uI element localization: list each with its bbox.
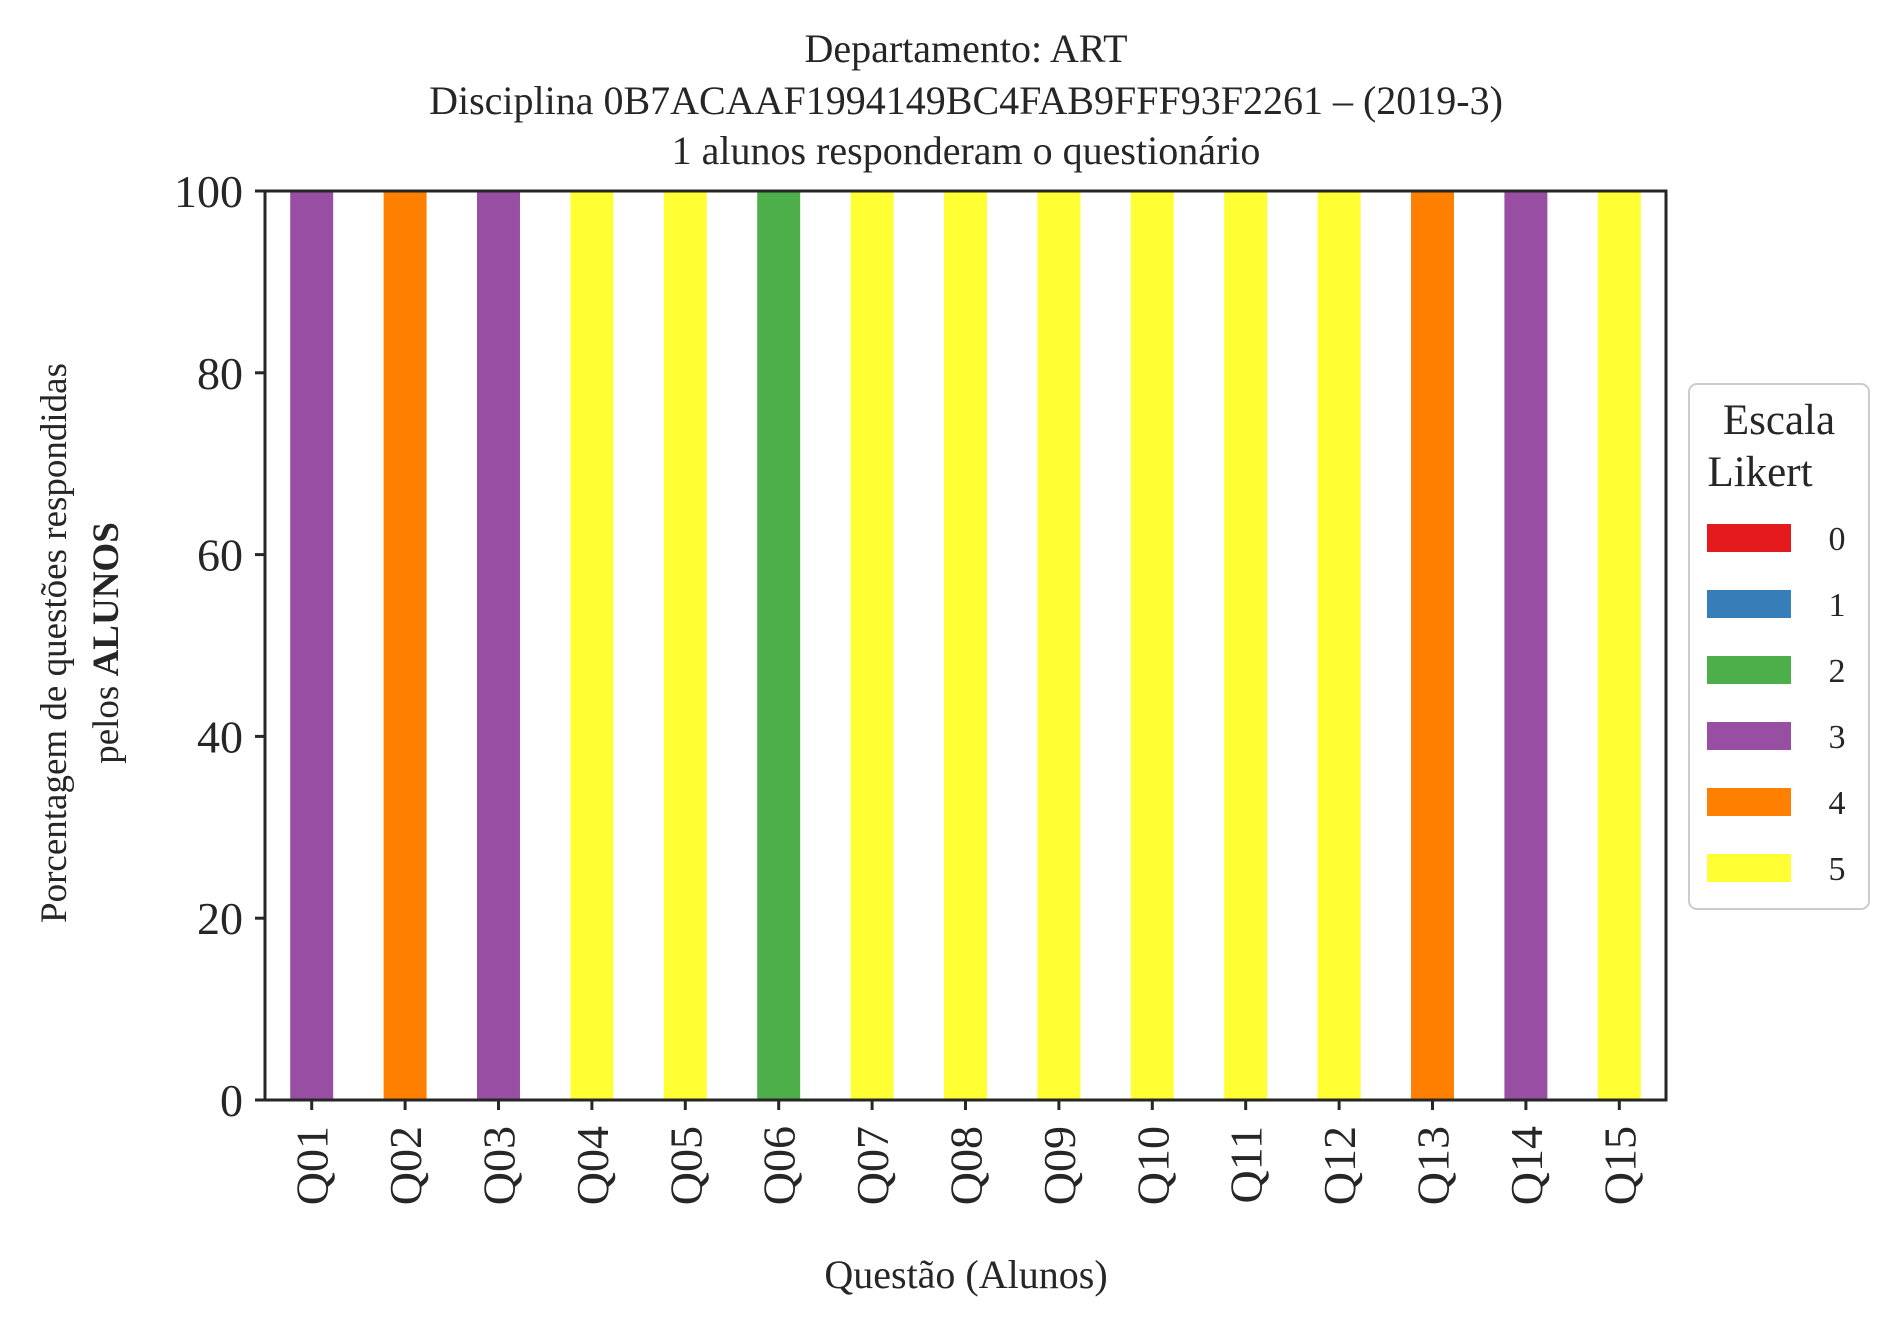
legend-swatch-1 [1707, 590, 1791, 618]
legend-label-3: 3 [1829, 719, 1846, 756]
legend-title-line-2: Likert [1707, 449, 1812, 496]
chart-title-line-3: 1 alunos responderam o questionário [672, 128, 1261, 173]
x-tick-label-q06: Q06 [754, 1126, 805, 1205]
x-tick-label-q01: Q01 [287, 1126, 338, 1205]
legend-swatch-0 [1707, 524, 1791, 552]
bar-q11-level-5 [1224, 191, 1268, 1100]
x-axis-label: Questão (Alunos) [824, 1252, 1107, 1297]
bar-q13-level-4 [1411, 191, 1454, 1100]
x-tick-label-q05: Q05 [660, 1126, 711, 1205]
bar-q15-level-5 [1597, 191, 1641, 1100]
y-axis-label-line-1: Porcentagem de questões respondidas [34, 363, 75, 923]
legend-title-line-1: Escala [1723, 397, 1835, 444]
bar-q02-level-4 [383, 191, 427, 1100]
y-tick-label: 40 [197, 711, 243, 762]
x-tick-label-q10: Q10 [1127, 1126, 1178, 1205]
bar-q08-level-5 [944, 191, 987, 1100]
y-tick-label: 20 [197, 893, 243, 944]
y-axis-label: Porcentagem de questões respondidas pelo… [34, 363, 127, 923]
bar-q05-level-5 [663, 191, 707, 1100]
y-axis-label-prefix: pelos [86, 676, 127, 763]
bar-q03-level-3 [477, 191, 520, 1100]
legend-items: 0 1 2 3 4 5 [1707, 521, 1846, 888]
bars-group [290, 191, 1641, 1100]
y-axis-ticks: 0 20 40 60 80 100 [174, 166, 265, 1126]
x-tick-label-q08: Q08 [941, 1126, 992, 1205]
legend-frame [1688, 383, 1870, 910]
legend-swatch-2 [1707, 656, 1791, 684]
y-tick-label: 100 [174, 166, 243, 217]
chart-title-line-1: Departamento: ART [804, 26, 1127, 71]
bar-q07-level-5 [850, 191, 894, 1100]
chart-title-line-2: Disciplina 0B7ACAAF1994149BC4FAB9FFF93F2… [429, 78, 1503, 123]
bar-q01-level-3 [290, 191, 334, 1100]
legend-swatch-3 [1707, 722, 1791, 750]
bar-q04-level-5 [570, 191, 614, 1100]
bar-q06-level-2 [757, 191, 801, 1100]
x-tick-label-q13: Q13 [1408, 1126, 1459, 1205]
x-tick-label-q07: Q07 [847, 1126, 898, 1205]
y-axis-label-line-2: pelos ALUNOS [86, 522, 127, 764]
legend-label-5: 5 [1829, 851, 1846, 888]
x-tick-label-q11: Q11 [1221, 1126, 1272, 1204]
legend-label-2: 2 [1829, 653, 1846, 690]
y-tick-label: 0 [220, 1075, 243, 1126]
x-tick-label-q15: Q15 [1594, 1126, 1645, 1205]
y-tick-label: 80 [197, 348, 243, 399]
bar-q12-level-5 [1317, 191, 1361, 1100]
x-axis-ticks: Q01 Q02 Q03 Q04 Q05 Q06 Q07 Q08 Q09 Q10 Q11 Q12 Q13 Q… [287, 1100, 1645, 1205]
legend-label-1: 1 [1829, 587, 1846, 624]
x-tick-label-q03: Q03 [474, 1126, 525, 1205]
bar-q14-level-3 [1504, 191, 1548, 1100]
x-tick-label-q09: Q09 [1034, 1126, 1085, 1205]
y-axis-label-bold: ALUNOS [86, 522, 127, 676]
legend-swatch-5 [1707, 854, 1791, 882]
y-tick-label: 60 [197, 530, 243, 581]
x-tick-label-q12: Q12 [1314, 1126, 1365, 1205]
x-tick-label-q14: Q14 [1501, 1126, 1552, 1205]
x-tick-label-q02: Q02 [380, 1126, 431, 1205]
x-tick-label-q04: Q04 [567, 1126, 618, 1205]
legend-label-4: 4 [1829, 785, 1846, 822]
plot-frame [263, 189, 1668, 1102]
bar-q10-level-5 [1130, 191, 1174, 1100]
legend-label-0: 0 [1829, 521, 1846, 558]
legend: Escala Likert 0 1 2 3 4 5 [1688, 383, 1870, 910]
bar-q09-level-5 [1037, 191, 1081, 1100]
legend-swatch-4 [1707, 788, 1791, 816]
